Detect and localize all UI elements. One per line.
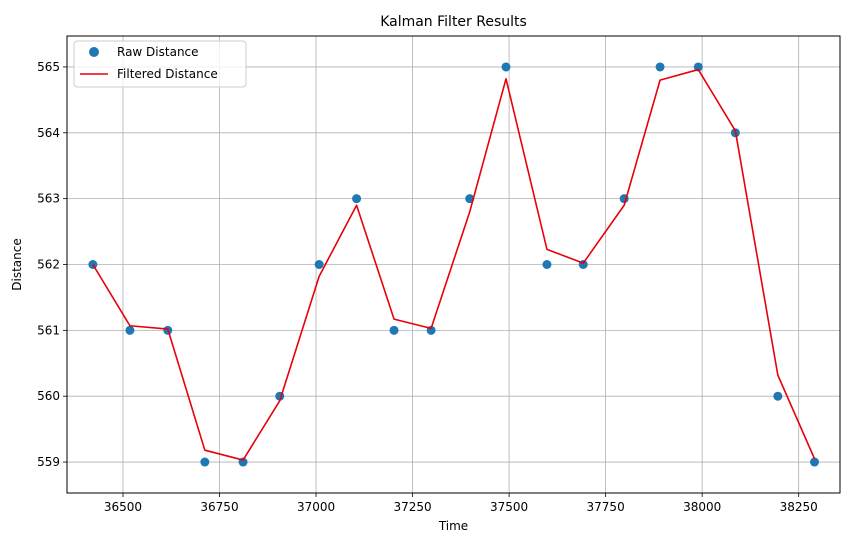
raw-distance-point	[501, 62, 511, 72]
y-axis-title: Distance	[10, 238, 24, 290]
x-tick-label: 36750	[200, 500, 238, 514]
x-tick-label: 38000	[683, 500, 721, 514]
chart-title: Kalman Filter Results	[380, 14, 527, 30]
legend-label-filtered-distance: Filtered Distance	[117, 67, 218, 81]
y-tick-label: 562	[37, 258, 60, 272]
filtered-distance-line	[92, 68, 816, 461]
y-tick-label: 564	[37, 126, 60, 140]
legend: Raw Distance Filtered Distance	[73, 40, 247, 88]
x-tick-label: 37750	[587, 500, 625, 514]
raw-distance-point	[693, 62, 703, 72]
legend-marker-raw-distance	[89, 47, 99, 57]
raw-distance-point	[810, 457, 820, 467]
legend-label-raw-distance: Raw Distance	[117, 45, 199, 59]
ticks: 36500 36750 37000 37250 37500 37750 38000 38250…	[37, 60, 818, 514]
y-tick-label: 563	[37, 192, 60, 206]
y-tick-label: 560	[37, 389, 60, 403]
x-tick-label: 37500	[490, 500, 528, 514]
grid	[67, 36, 840, 493]
y-tick-label: 559	[37, 455, 60, 469]
x-tick-label: 37250	[393, 500, 431, 514]
raw-distance-point	[352, 194, 362, 204]
y-tick-label: 561	[37, 323, 60, 337]
raw-distance-point	[773, 391, 783, 401]
x-tick-label: 38250	[780, 500, 818, 514]
raw-distance-point	[542, 260, 552, 269]
legend-box	[73, 40, 247, 88]
series-layer	[88, 62, 820, 467]
raw-distance-point	[314, 260, 324, 269]
x-tick-label: 37000	[297, 500, 335, 514]
raw-distance-point	[655, 62, 665, 72]
x-tick-label: 36500	[104, 500, 142, 514]
raw-distance-point	[125, 325, 135, 335]
raw-distance-point	[200, 457, 210, 467]
x-axis-title: Time	[438, 519, 468, 533]
y-tick-label: 565	[37, 60, 60, 74]
raw-distance-point	[389, 325, 399, 335]
